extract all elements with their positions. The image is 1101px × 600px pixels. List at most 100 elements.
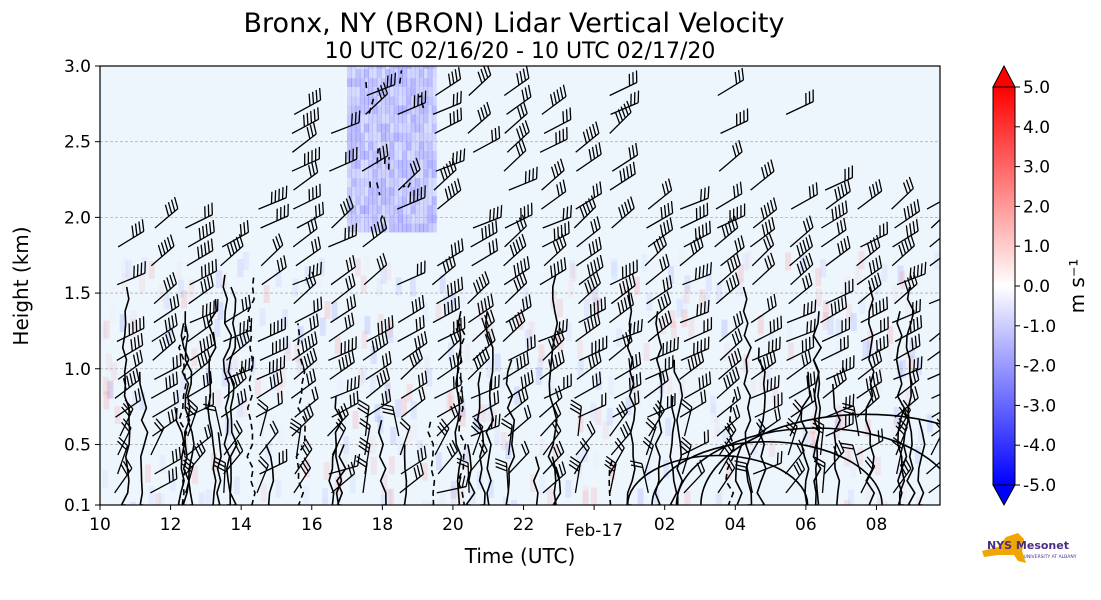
velocity-cell xyxy=(318,257,325,276)
wind-barb xyxy=(679,186,710,210)
velocity-cell xyxy=(275,269,282,288)
downdraft-cell xyxy=(355,196,361,206)
contour-line xyxy=(917,420,926,505)
wind-barb xyxy=(400,386,426,418)
downdraft-cell xyxy=(406,159,412,169)
wind-barb xyxy=(629,460,649,494)
downdraft-cell xyxy=(355,105,361,115)
velocity-cell xyxy=(671,321,678,340)
downdraft-cell xyxy=(351,178,357,188)
velocity-cell xyxy=(319,317,326,336)
velocity-cell xyxy=(502,496,509,505)
velocity-cell xyxy=(364,316,371,335)
downdraft-cell xyxy=(410,187,416,197)
velocity-cell xyxy=(259,308,266,327)
wind-barb xyxy=(538,385,563,418)
wind-barb xyxy=(289,418,302,456)
velocity-cell xyxy=(594,297,601,316)
wind-barb xyxy=(116,261,146,286)
colorbar-tick-label: 4.0 xyxy=(1023,118,1050,138)
velocity-cell xyxy=(899,271,906,290)
downdraft-cell xyxy=(385,96,391,106)
velocity-cell xyxy=(606,408,613,427)
wind-barb xyxy=(114,457,133,494)
wind-barb xyxy=(154,446,182,475)
y-tick-label: 3.0 xyxy=(64,57,91,77)
velocity-cell xyxy=(590,487,597,505)
velocity-cell xyxy=(462,454,469,473)
wind-barb xyxy=(220,388,247,418)
wind-barb xyxy=(927,366,940,380)
wind-barb xyxy=(542,419,562,456)
wind-barb xyxy=(432,296,461,324)
downdraft-cell xyxy=(376,205,382,215)
velocity-cell xyxy=(659,316,666,335)
wind-barb xyxy=(358,437,371,475)
velocity-cell xyxy=(915,357,922,376)
downdraft-cell xyxy=(355,168,361,178)
contour-line xyxy=(175,408,186,505)
velocity-cell xyxy=(532,411,538,429)
plot-frame xyxy=(99,65,941,506)
downdraft-cell xyxy=(380,187,386,197)
velocity-cell xyxy=(663,459,670,478)
velocity-cell xyxy=(400,397,407,416)
velocity-cell xyxy=(857,447,864,466)
x-tick-label: 12 xyxy=(160,515,182,535)
velocity-cell xyxy=(191,465,198,484)
velocity-cell xyxy=(887,325,894,344)
velocity-cell xyxy=(590,402,597,421)
velocity-cell xyxy=(556,299,563,318)
contour-line xyxy=(365,82,368,93)
velocity-cell xyxy=(303,486,310,505)
velocity-cell xyxy=(178,279,185,298)
downdraft-cell xyxy=(410,78,416,88)
downdraft-cell xyxy=(431,87,437,97)
downdraft-cell xyxy=(368,187,374,197)
velocity-cell xyxy=(637,488,644,505)
downdraft-cell xyxy=(402,168,408,178)
wind-barb xyxy=(328,223,358,248)
downdraft-cell xyxy=(372,96,378,106)
downdraft-cell xyxy=(410,141,416,151)
wind-barb xyxy=(820,335,849,361)
velocity-cell xyxy=(323,461,330,480)
velocity-cell xyxy=(131,391,138,410)
downdraft-cell xyxy=(372,150,378,160)
downdraft-cell xyxy=(351,132,357,142)
velocity-cell xyxy=(450,485,457,504)
velocity-cell xyxy=(859,296,866,315)
velocity-cell xyxy=(844,448,851,467)
downdraft-cell xyxy=(406,196,412,206)
x-tick-label: 16 xyxy=(301,515,323,535)
contour-line xyxy=(626,454,809,505)
wind-barb xyxy=(579,335,608,361)
downdraft-cell xyxy=(402,132,408,142)
wind-barb xyxy=(892,457,912,494)
velocity-cell xyxy=(294,503,300,521)
velocity-cell xyxy=(360,275,367,294)
wind-barb xyxy=(116,316,145,343)
velocity-cell xyxy=(896,361,903,380)
downdraft-cell xyxy=(397,114,403,124)
downdraft-cell xyxy=(355,178,361,188)
downdraft-cell xyxy=(410,105,416,115)
velocity-cell xyxy=(450,293,457,312)
downdraft-cell xyxy=(406,178,412,188)
downdraft-cell xyxy=(389,168,395,178)
wind-barb xyxy=(260,233,284,267)
velocity-cell xyxy=(800,254,807,273)
velocity-cell xyxy=(759,371,766,390)
downdraft-cell xyxy=(414,159,420,169)
contour-line xyxy=(895,311,906,505)
wind-barb xyxy=(754,315,783,343)
downdraft-cell xyxy=(423,66,429,69)
colorbar-tick-label: 3.0 xyxy=(1023,158,1050,178)
colorbar: 5.0 4.0 3.0 2.0 1.0 0.0 -1.0 -2.0 -3.0 -4.0 -5.0 m… xyxy=(992,64,1089,507)
wind-barb xyxy=(293,87,322,115)
downdraft-cell xyxy=(427,223,433,233)
wind-barb xyxy=(718,419,737,456)
wind-barb xyxy=(610,90,640,115)
wind-barb xyxy=(470,374,500,399)
wind-barb xyxy=(609,70,638,97)
